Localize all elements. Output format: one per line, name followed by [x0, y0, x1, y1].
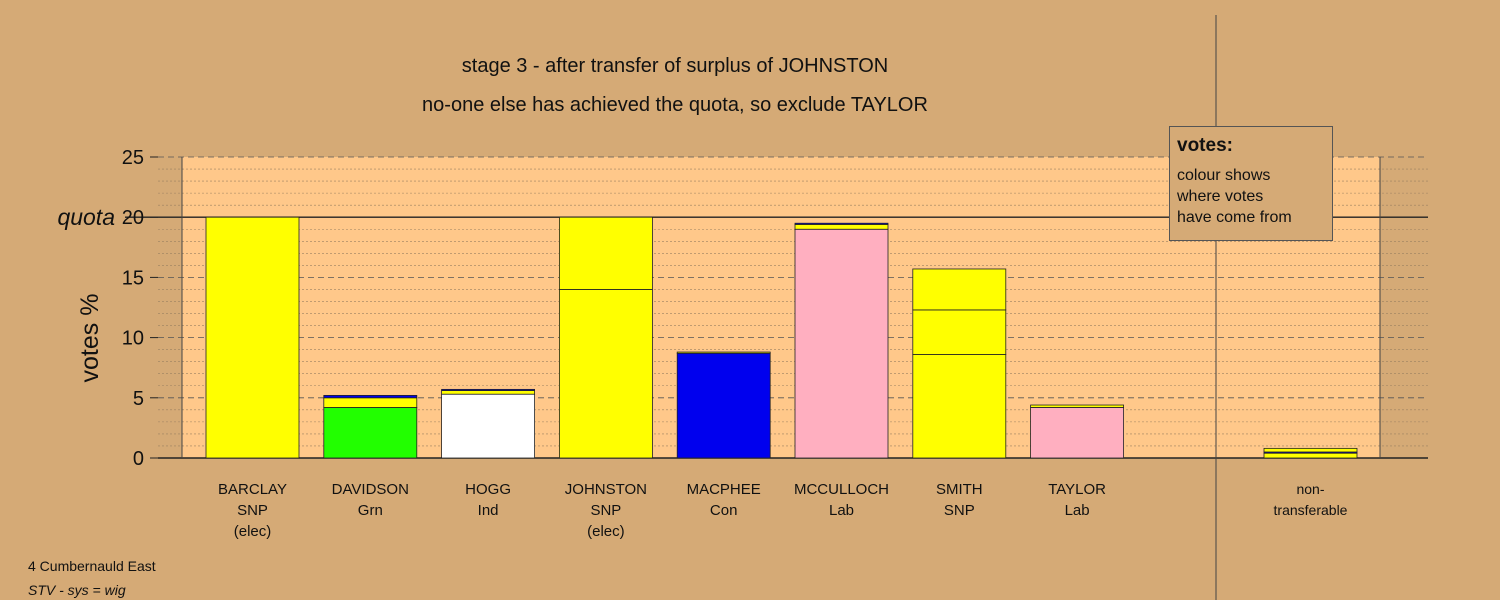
bar-johnston-segment: [559, 216, 653, 290]
x-label-taylor: Lab: [1065, 502, 1090, 519]
x-label-barclay: (elec): [234, 523, 272, 540]
legend: votes: colour shows where votes have com…: [1169, 126, 1333, 241]
system-label: STV - sys = wig: [28, 582, 126, 598]
chart-subtitle: no-one else has achieved the quota, so e…: [422, 94, 928, 116]
y-tick-label: 0: [133, 448, 144, 470]
x-label-nontransferable: non-: [1296, 481, 1324, 497]
y-axis: 0 5 10 15 20 25: [122, 147, 158, 470]
bar-barclay-segment: [205, 216, 300, 459]
bar-smith-segment: [912, 309, 1007, 355]
y-tick-label: 25: [122, 147, 144, 169]
y-tick-label: 10: [122, 328, 144, 350]
bar-macphee-segment: [676, 351, 771, 354]
bar-hogg-segment: [441, 388, 536, 391]
x-label-barclay: SNP: [237, 502, 268, 519]
bar-nontransferable-segment: [1263, 452, 1358, 459]
x-label-nontransferable: transferable: [1274, 502, 1348, 518]
bar-davidson-segment: [323, 407, 418, 459]
x-axis-labels: BARCLAY SNP (elec) DAVIDSON Grn HOGG Ind JOHNST…: [218, 481, 1348, 540]
legend-line-1: colour shows: [1177, 167, 1271, 184]
legend-line-2: where votes: [1177, 188, 1264, 205]
bars: [205, 216, 1358, 459]
bar-mcculloch-segment: [794, 224, 889, 230]
bar-smith-segment: [912, 268, 1007, 311]
x-label-macphee: Con: [710, 502, 738, 519]
chart-title: stage 3 - after transfer of surplus of J…: [462, 55, 888, 77]
bar-hogg-segment: [441, 393, 536, 459]
y-tick-label: 5: [133, 388, 144, 410]
x-label-smith: SMITH: [936, 481, 983, 498]
x-label-taylor: TAYLOR: [1048, 481, 1106, 498]
x-label-johnston: SNP: [590, 502, 621, 519]
x-label-davidson: DAVIDSON: [332, 481, 409, 498]
legend-line-3: have come from: [1177, 209, 1292, 226]
x-label-johnston: JOHNSTON: [565, 481, 647, 498]
y-axis-label: votes %: [76, 294, 104, 383]
x-label-mcculloch: Lab: [829, 502, 854, 519]
bar-hogg-segment: [441, 390, 536, 395]
bar-davidson-segment: [323, 394, 418, 399]
bar-mcculloch-segment: [794, 228, 889, 459]
bar-taylor-segment: [1030, 407, 1124, 459]
y-tick-label: 20: [122, 207, 144, 229]
bar-smith-segment: [912, 354, 1007, 459]
bar-taylor-segment: [1030, 404, 1124, 408]
x-label-johnston: (elec): [587, 523, 625, 540]
bar-davidson-segment: [323, 397, 418, 408]
y-tick-label: 15: [122, 267, 144, 289]
legend-title: votes:: [1177, 135, 1233, 156]
x-label-barclay: BARCLAY: [218, 481, 287, 498]
bar-mcculloch-segment: [794, 222, 889, 225]
x-label-macphee: MACPHEE: [687, 481, 761, 498]
ward-label: 4 Cumbernauld East: [28, 558, 156, 574]
bar-macphee-segment: [676, 352, 771, 459]
x-label-smith: SNP: [944, 502, 975, 519]
x-label-hogg: HOGG: [465, 481, 511, 498]
quota-label: quota: [57, 204, 115, 230]
bar-nontransferable-segment: [1263, 447, 1358, 453]
x-label-mcculloch: MCCULLOCH: [794, 481, 889, 498]
x-label-hogg: Ind: [478, 502, 499, 519]
bar-johnston-segment: [559, 289, 653, 459]
x-label-davidson: Grn: [358, 502, 383, 519]
